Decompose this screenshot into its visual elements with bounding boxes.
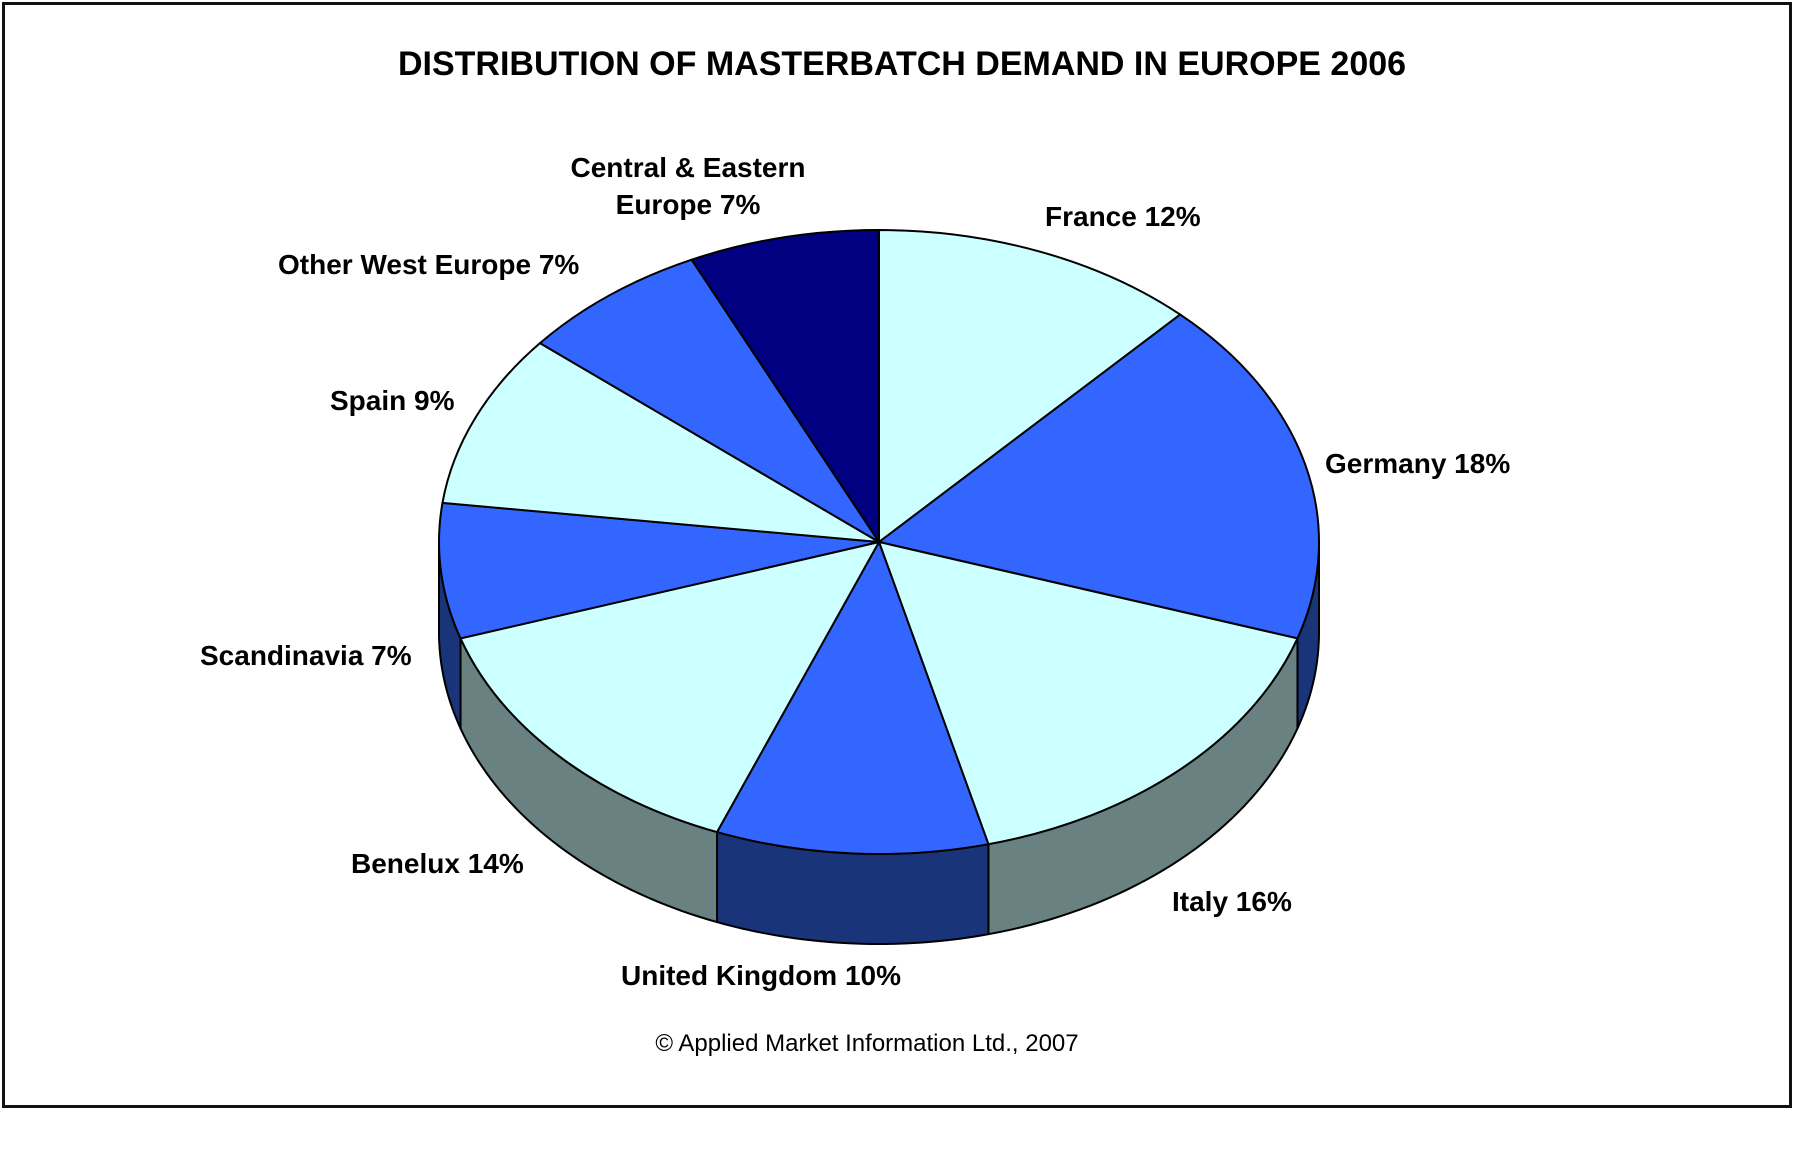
label-italy: Italy 16% [1172,886,1292,917]
label-united-kingdom: United Kingdom 10% [621,960,901,991]
slice-france [878,229,1182,543]
label-scandinavia: Scandinavia 7% [200,640,412,671]
label-other-west-europe: Other West Europe 7% [278,249,579,280]
slice-scandinavia [438,501,880,640]
label-central-eastern-europe-line2: Europe 7% [616,189,761,220]
pie-top [438,229,1320,855]
label-france: France 12% [1045,201,1201,232]
slice-spain [441,342,880,543]
slice-germany [878,313,1320,640]
copyright-text: © Applied Market Information Ltd., 2007 [655,1030,1078,1057]
label-central-eastern-europe-line1: Central & Eastern [571,152,806,183]
chart-title: DISTRIBUTION OF MASTERBATCH DEMAND IN EU… [398,45,1406,83]
label-benelux: Benelux 14% [351,848,524,879]
label-germany: Germany 18% [1325,448,1510,479]
slice-central-and-eastern-europe [690,229,880,543]
slice-italy [878,541,1299,846]
slice-other-west-europe [538,258,880,543]
label-spain: Spain 9% [330,385,455,416]
slice-united-kingdom [716,541,990,855]
